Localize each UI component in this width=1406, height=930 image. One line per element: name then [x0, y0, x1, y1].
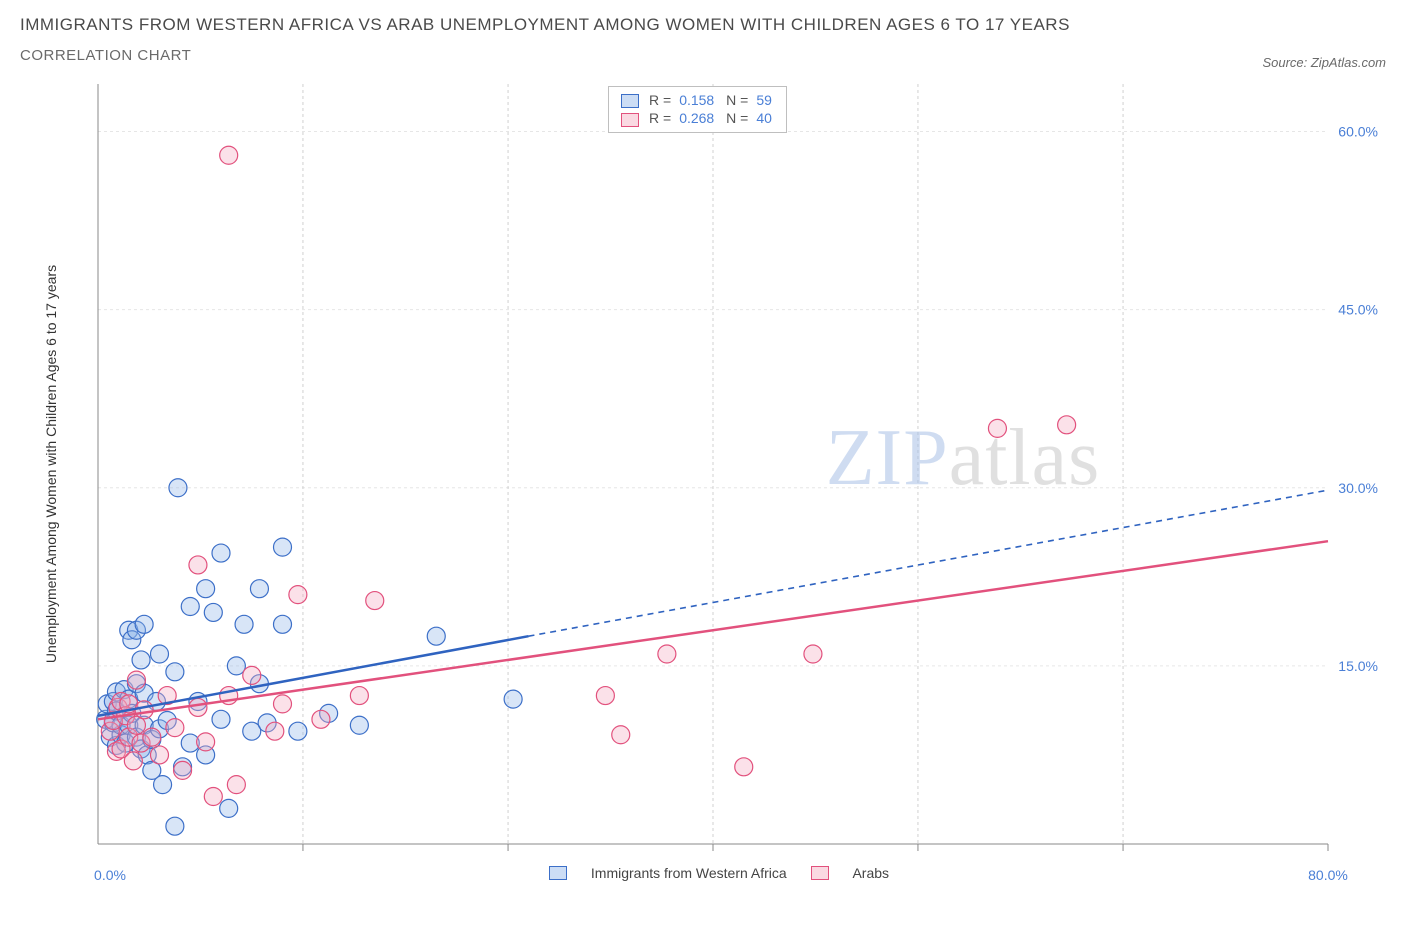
r-value-1: 0.158 [675, 91, 718, 109]
series-legend: Immigrants from Western Africa Arabs [543, 864, 903, 881]
correlation-chart: 15.0%30.0%45.0%60.0%ZIPatlas0.0%80.0%Une… [20, 74, 1386, 894]
svg-text:80.0%: 80.0% [1308, 867, 1348, 883]
svg-text:0.0%: 0.0% [94, 867, 126, 883]
swatch-pink-icon [621, 113, 639, 127]
stats-row-series-1: R = 0.158 N = 59 [617, 91, 776, 109]
r-value-2: 0.268 [675, 109, 718, 127]
legend-label-2: Arabs [852, 865, 889, 881]
svg-text:60.0%: 60.0% [1338, 124, 1378, 140]
swatch-blue-icon [549, 866, 567, 880]
n-value-2: 40 [752, 109, 776, 127]
svg-text:45.0%: 45.0% [1338, 302, 1378, 318]
stats-legend: R = 0.158 N = 59 R = 0.268 N = 40 [608, 86, 787, 133]
svg-text:Unemployment Among Women with: Unemployment Among Women with Children A… [43, 265, 59, 663]
n-value-1: 59 [752, 91, 776, 109]
stats-row-series-2: R = 0.268 N = 40 [617, 109, 776, 127]
svg-text:15.0%: 15.0% [1338, 658, 1378, 674]
chart-subtitle: CORRELATION CHART [20, 47, 191, 64]
swatch-blue-icon [621, 94, 639, 108]
chart-canvas: 15.0%30.0%45.0%60.0%ZIPatlas0.0%80.0%Une… [20, 74, 1386, 894]
chart-title: IMMIGRANTS FROM WESTERN AFRICA VS ARAB U… [20, 15, 1386, 35]
legend-label-1: Immigrants from Western Africa [591, 865, 787, 881]
source-label: Source: ZipAtlas.com [1262, 55, 1386, 70]
svg-text:30.0%: 30.0% [1338, 480, 1378, 496]
swatch-pink-icon [811, 866, 829, 880]
